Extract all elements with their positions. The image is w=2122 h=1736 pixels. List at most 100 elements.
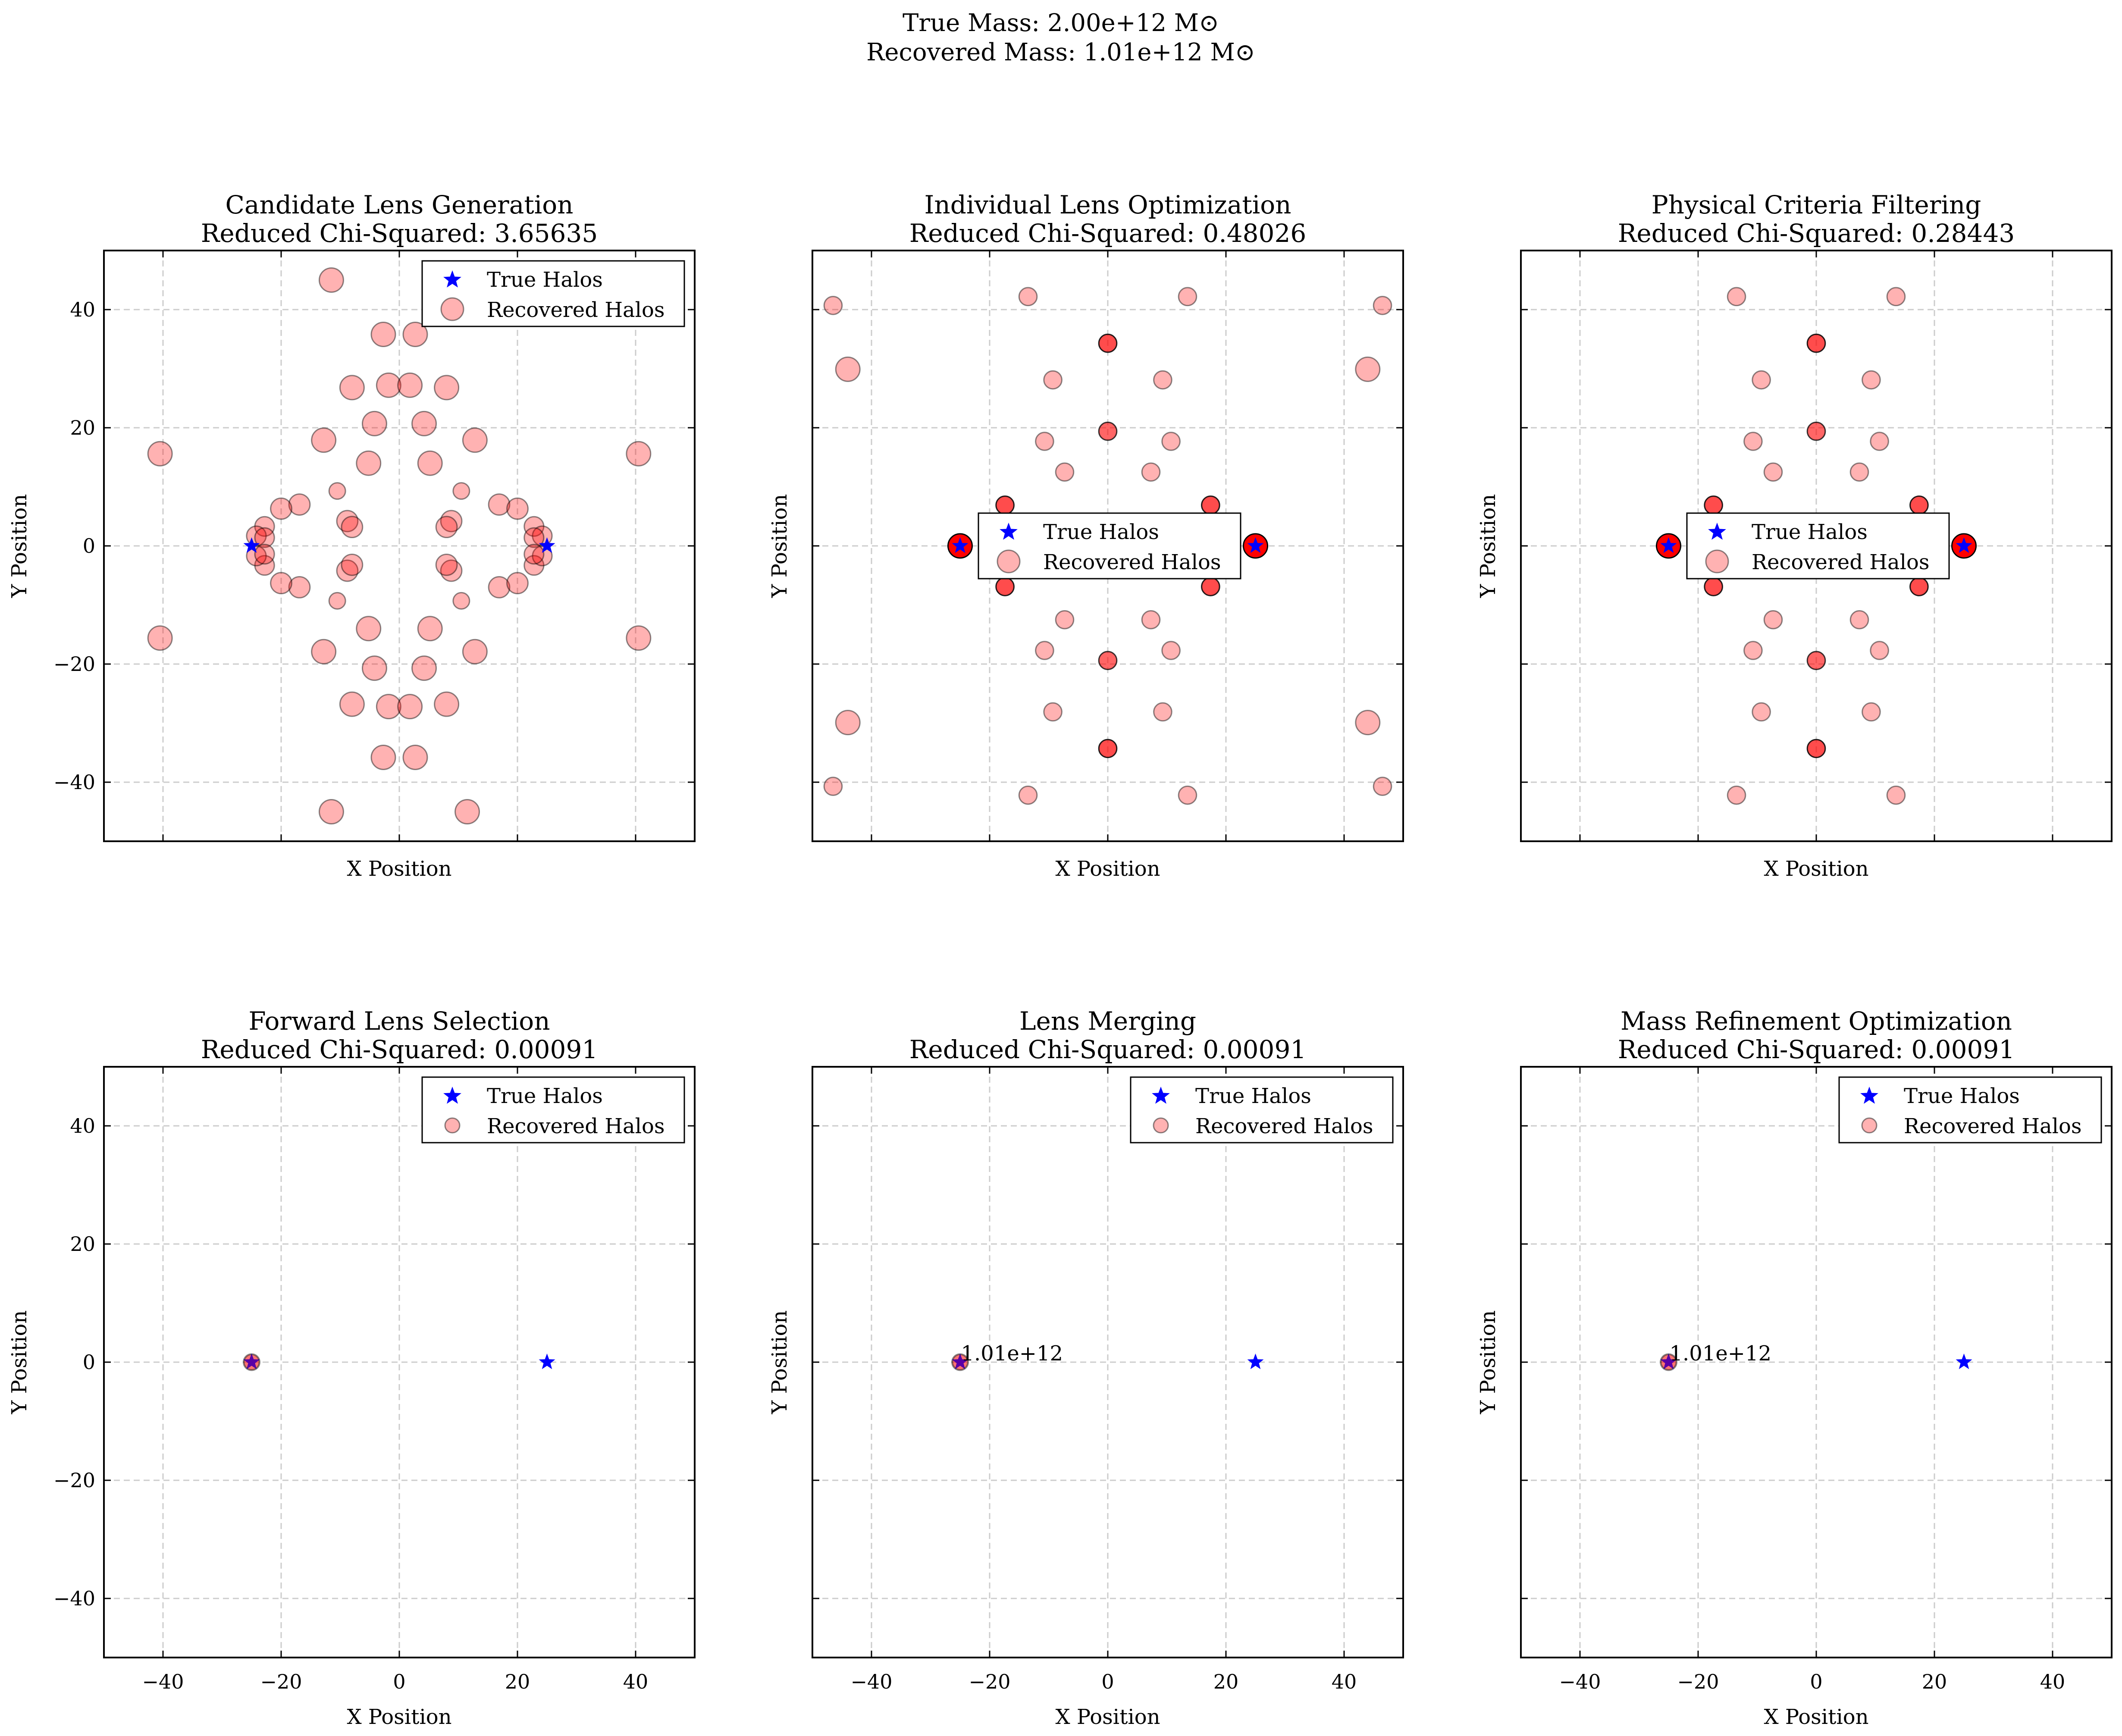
y-tick-label: 20 (70, 1232, 95, 1256)
recovered-halo-point (462, 639, 488, 664)
recovered-halo-point (626, 441, 652, 467)
legend-label-recovered-halos: Recovered Halos (487, 298, 665, 322)
true-halo-point (1660, 1354, 1677, 1369)
recovered-halo-point (1161, 641, 1181, 660)
recovered-halo-point (288, 576, 311, 599)
legend: True Halos Recovered Halos (421, 1076, 685, 1144)
recovered-halo-point (1886, 287, 1906, 307)
x-axis-label: X Position (1764, 1705, 1868, 1729)
recovered-halo-point (336, 559, 359, 582)
recovered-halo-point (1201, 577, 1220, 596)
recovered-halo-point (254, 544, 275, 565)
recovered-halo-point (1752, 702, 1771, 722)
panel-subtitle: Reduced Chi-Squared: 0.28443 (1618, 219, 2015, 248)
recovered-halo-point (995, 577, 1015, 596)
recovered-halo-point (341, 516, 364, 539)
panels-grid: Candidate Lens Generation Reduced Chi-Squ… (7, 190, 2113, 1729)
legend-label-true-halos: True Halos (1043, 520, 1159, 544)
recovered-halo-point (835, 710, 861, 736)
recovered-halo-point (397, 694, 423, 720)
recovered-halo-point (411, 410, 437, 436)
recovered-halo-point (402, 322, 428, 348)
panel-title: Candidate Lens Generation (226, 190, 574, 219)
legend-label-true-halos: True Halos (1904, 1084, 2020, 1108)
recovered-halo-point (1727, 785, 1746, 805)
recovered-halo-point (1743, 432, 1763, 451)
recovered-halo-point (1098, 421, 1118, 441)
true-halo-point (1247, 1354, 1264, 1369)
recovered-halo-point (254, 555, 275, 576)
recovered-halo-point-overlay (952, 1354, 968, 1370)
recovered-halo-point (488, 493, 511, 516)
recovered-halo-point (1141, 610, 1161, 630)
recovered-halo-point (835, 356, 861, 382)
recovered-halo-point (1373, 777, 1392, 796)
x-tick-label: −40 (142, 1670, 184, 1693)
panel-title: Individual Lens Optimization (924, 190, 1291, 219)
recovered-halo-point (318, 799, 344, 824)
true-halo-point (539, 1354, 555, 1369)
recovered-halo-point (1763, 462, 1783, 482)
true-halo-point (539, 537, 555, 553)
recovered-halo-point (339, 691, 365, 717)
recovered-halo-point (434, 375, 460, 401)
recovered-halo-point (1178, 287, 1197, 307)
recovered-halo-point (1153, 702, 1172, 722)
recovered-halo-point (246, 545, 267, 567)
recovered-halo-point (288, 493, 311, 516)
true-halo-point (1660, 537, 1677, 553)
recovered-halo-point (440, 510, 463, 533)
recovered-halo-point (1043, 702, 1063, 722)
recovered-halo-point (454, 799, 480, 824)
recovered-halo-point (1862, 370, 1881, 390)
x-axis-label: X Position (1055, 1705, 1160, 1729)
x-tick-label: −40 (850, 1670, 892, 1693)
recovered-halo-point (336, 510, 359, 533)
recovered-halo-point (1355, 356, 1381, 382)
legend-label-recovered-halos: Recovered Halos (1043, 550, 1221, 574)
y-tick-label: −40 (53, 771, 95, 794)
recovered-halo-point (311, 639, 337, 664)
recovered-halo-point (376, 694, 401, 720)
recovered-halo-point (361, 655, 387, 681)
recovered-halo-point (1909, 577, 1929, 596)
recovered-halo-point (1035, 641, 1054, 660)
recovered-halo-point (1909, 495, 1929, 515)
legend-label-recovered-halos: Recovered Halos (487, 1114, 665, 1138)
panel-title: Forward Lens Selection (248, 1006, 550, 1036)
panel-subtitle: Reduced Chi-Squared: 0.48026 (909, 219, 1307, 248)
panel-title: Lens Merging (1019, 1006, 1196, 1036)
true-halo-point (952, 537, 969, 553)
legend-true-halo-marker (443, 270, 461, 288)
recovered-halo-point (339, 375, 365, 401)
recovered-halo-point (328, 592, 346, 610)
x-tick-label: 0 (393, 1670, 405, 1693)
legend-recovered-halo-marker (997, 549, 1021, 573)
y-tick-label: 40 (70, 1114, 95, 1137)
recovered-halo-point (1141, 462, 1161, 482)
recovered-halo-point (1035, 432, 1054, 451)
y-tick-label: 20 (70, 416, 95, 439)
recovered-halo-point (523, 544, 545, 565)
x-tick-label: 0 (1101, 1670, 1114, 1693)
recovered-halo-point (523, 555, 545, 576)
recovered-halo-point (1201, 495, 1220, 515)
panel-subtitle: Reduced Chi-Squared: 0.00091 (909, 1035, 1307, 1064)
recovered-halo-point (440, 559, 463, 582)
recovered-halo-point (462, 427, 488, 453)
legend-recovered-halo-marker (1705, 549, 1729, 573)
recovered-halo-point (523, 527, 545, 548)
x-tick-label: −40 (1559, 1670, 1601, 1693)
recovered-halo-point (341, 553, 364, 576)
legend-true-halo-marker (1152, 1087, 1170, 1104)
y-tick-label: −20 (53, 652, 95, 676)
recovered-halo-point (1886, 785, 1906, 805)
x-tick-label: −20 (260, 1670, 302, 1693)
recovered-halo-point (1098, 739, 1118, 758)
recovered-halo-point (270, 497, 292, 520)
recovered-halo-point (523, 516, 545, 537)
recovered-halo-point (1870, 641, 1889, 660)
